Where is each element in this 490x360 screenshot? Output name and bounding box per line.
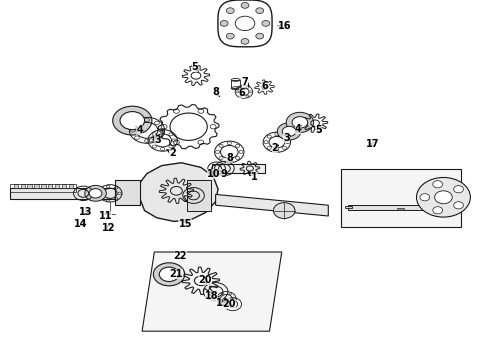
Circle shape (85, 185, 106, 201)
Polygon shape (21, 184, 25, 188)
Text: 2: 2 (271, 143, 278, 153)
Circle shape (120, 112, 145, 130)
Text: 5: 5 (313, 125, 322, 135)
Circle shape (241, 39, 249, 44)
Text: 20: 20 (198, 275, 212, 285)
Polygon shape (48, 184, 52, 188)
Text: 9: 9 (220, 168, 227, 179)
Circle shape (113, 106, 152, 135)
Text: 14: 14 (74, 219, 88, 229)
Text: 12: 12 (102, 222, 116, 233)
Circle shape (256, 8, 264, 14)
Polygon shape (27, 184, 32, 188)
Circle shape (416, 177, 470, 217)
Text: 4: 4 (136, 125, 143, 135)
Polygon shape (55, 184, 59, 188)
Text: 2: 2 (167, 148, 176, 158)
Text: 10: 10 (207, 168, 220, 179)
Polygon shape (345, 206, 352, 208)
Polygon shape (115, 180, 140, 205)
Text: 22: 22 (173, 251, 187, 261)
Text: 1: 1 (248, 172, 258, 182)
Circle shape (420, 194, 430, 201)
Polygon shape (348, 205, 430, 210)
Circle shape (241, 3, 249, 8)
Circle shape (454, 202, 464, 209)
Circle shape (226, 8, 234, 14)
Circle shape (433, 181, 442, 188)
Text: 20: 20 (222, 299, 236, 309)
Polygon shape (34, 184, 39, 188)
Circle shape (89, 189, 102, 198)
Polygon shape (14, 184, 18, 188)
Circle shape (226, 33, 234, 39)
Text: 11: 11 (98, 211, 112, 221)
Text: 8: 8 (226, 153, 233, 163)
Polygon shape (41, 184, 46, 188)
Circle shape (159, 267, 179, 282)
Circle shape (273, 203, 295, 219)
Circle shape (433, 207, 442, 214)
Polygon shape (69, 184, 73, 188)
Circle shape (220, 21, 228, 26)
Text: 6: 6 (261, 81, 268, 91)
Polygon shape (212, 164, 265, 173)
Circle shape (262, 21, 270, 26)
Text: 16: 16 (277, 21, 291, 31)
Text: 15: 15 (178, 219, 192, 229)
Text: 3: 3 (152, 135, 161, 145)
Polygon shape (187, 180, 211, 211)
Polygon shape (142, 252, 282, 331)
Polygon shape (139, 163, 218, 221)
Text: 21: 21 (170, 269, 183, 279)
Circle shape (292, 117, 308, 128)
Circle shape (454, 186, 464, 193)
Text: 6: 6 (239, 88, 245, 98)
Polygon shape (10, 188, 115, 199)
Circle shape (153, 263, 185, 286)
Circle shape (256, 33, 264, 39)
Polygon shape (216, 194, 328, 216)
Text: 7: 7 (242, 77, 249, 87)
Circle shape (282, 126, 296, 136)
Polygon shape (62, 184, 66, 188)
Text: 3: 3 (283, 133, 290, 143)
Text: 13: 13 (79, 207, 93, 217)
Polygon shape (397, 208, 404, 210)
Text: 4: 4 (294, 123, 301, 134)
Text: 18: 18 (205, 291, 219, 301)
Circle shape (277, 123, 301, 140)
Polygon shape (341, 169, 461, 227)
Text: 17: 17 (366, 139, 379, 149)
Text: 8: 8 (212, 87, 219, 97)
Text: 5: 5 (192, 62, 198, 72)
Text: 19: 19 (216, 298, 230, 308)
Circle shape (435, 191, 452, 204)
Circle shape (286, 112, 314, 132)
